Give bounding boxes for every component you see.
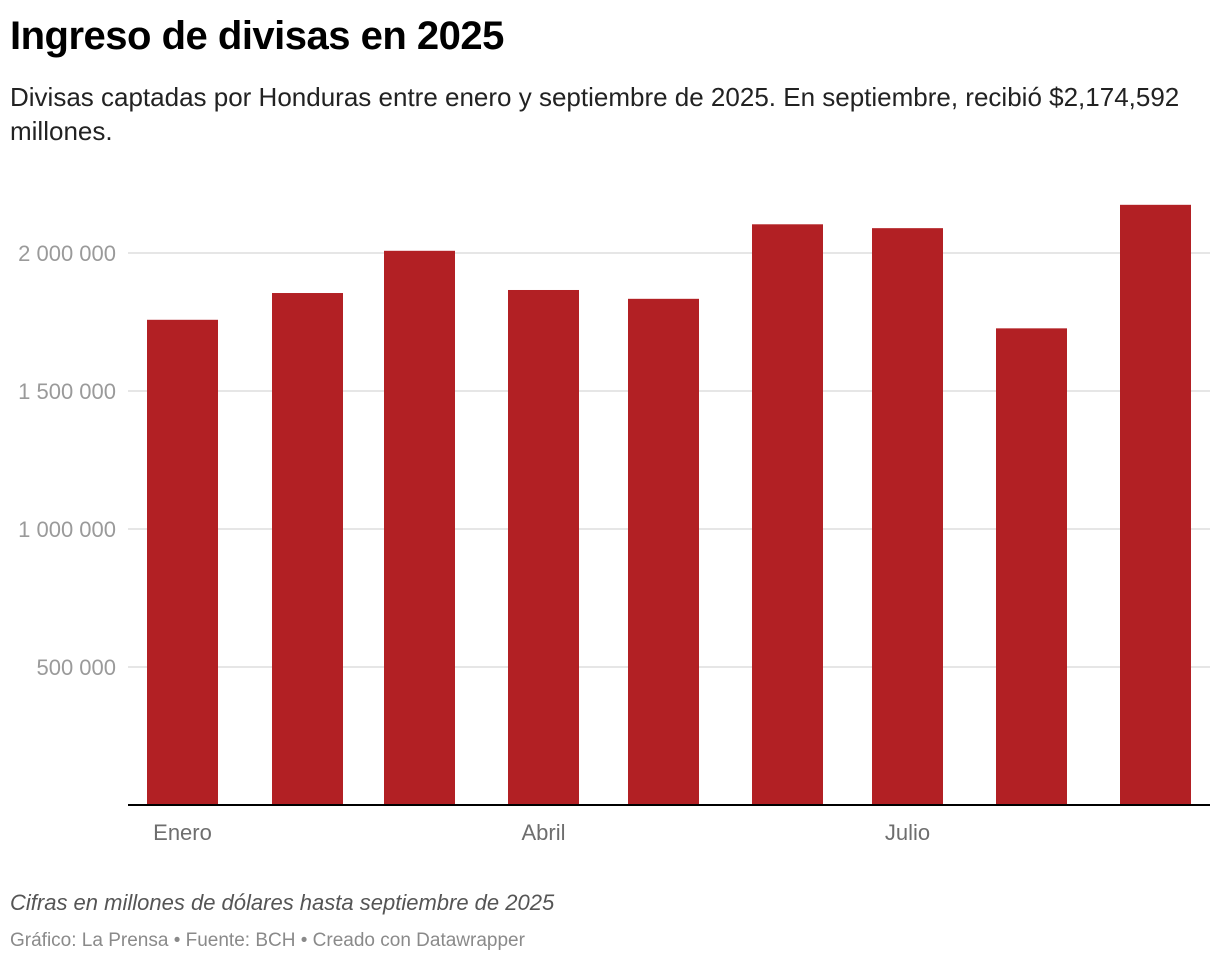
chart-subtitle: Divisas captadas por Honduras entre ener… xyxy=(10,82,1180,146)
chart-title: Ingreso de divisas en 2025 xyxy=(10,14,504,58)
bar-junio xyxy=(752,224,823,805)
bar-mayo xyxy=(628,298,699,805)
chart-credits: Gráfico: La Prensa • Fuente: BCH • Cread… xyxy=(10,930,525,951)
chart-note: Cifras en millones de dólares hasta sept… xyxy=(10,890,555,915)
bar-enero xyxy=(147,319,218,805)
bar-septiembre xyxy=(1120,204,1191,805)
bar-agosto xyxy=(996,328,1067,805)
y-tick-label: 500 000 xyxy=(36,655,116,680)
x-tick-label: Enero xyxy=(153,820,212,845)
bar-abril xyxy=(508,289,579,805)
y-tick-label: 1 000 000 xyxy=(18,517,116,542)
x-tick-label: Julio xyxy=(885,820,930,845)
x-tick-label: Abril xyxy=(521,820,565,845)
x-axis-ticks: Enero Abril Julio xyxy=(153,820,930,845)
y-tick-label: 2 000 000 xyxy=(18,241,116,266)
y-tick-label: 1 500 000 xyxy=(18,379,116,404)
bar-marzo xyxy=(384,250,455,806)
bar-febrero xyxy=(272,293,343,805)
y-axis-ticks: 500 000 1 000 000 1 500 000 2 000 000 xyxy=(18,241,116,680)
bar-julio xyxy=(872,228,943,805)
bar-chart: 500 000 1 000 000 1 500 000 2 000 000 Enero… xyxy=(18,204,1210,845)
bars xyxy=(147,204,1191,806)
